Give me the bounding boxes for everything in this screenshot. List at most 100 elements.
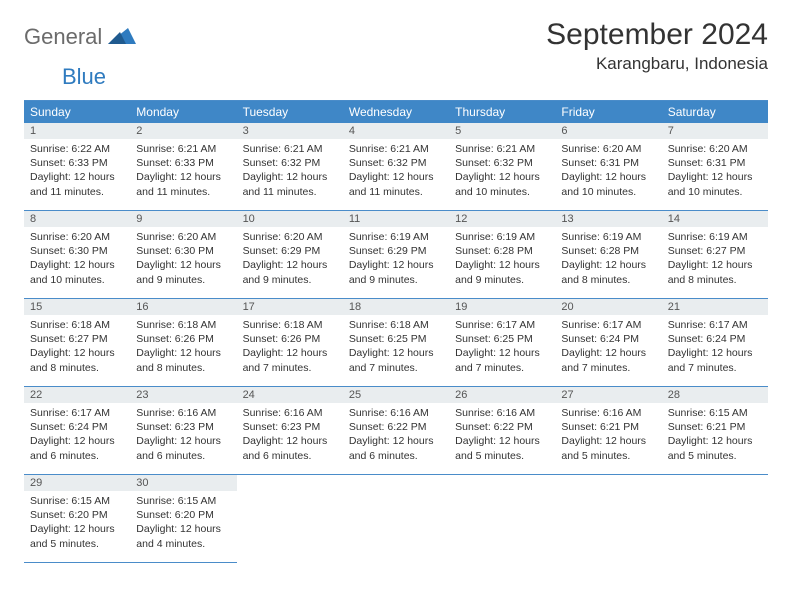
day-number: 12 xyxy=(449,211,555,227)
day-number: 23 xyxy=(130,387,236,403)
day-number: 13 xyxy=(555,211,661,227)
day-cell: 23Sunrise: 6:16 AMSunset: 6:23 PMDayligh… xyxy=(130,387,236,475)
empty-cell xyxy=(343,475,449,563)
day-cell: 24Sunrise: 6:16 AMSunset: 6:23 PMDayligh… xyxy=(237,387,343,475)
day-details: Sunrise: 6:17 AMSunset: 6:24 PMDaylight:… xyxy=(555,315,661,381)
day-number: 26 xyxy=(449,387,555,403)
day-cell: 22Sunrise: 6:17 AMSunset: 6:24 PMDayligh… xyxy=(24,387,130,475)
day-details: Sunrise: 6:18 AMSunset: 6:25 PMDaylight:… xyxy=(343,315,449,381)
day-number: 6 xyxy=(555,123,661,139)
day-cell: 29Sunrise: 6:15 AMSunset: 6:20 PMDayligh… xyxy=(24,475,130,563)
day-details: Sunrise: 6:18 AMSunset: 6:26 PMDaylight:… xyxy=(237,315,343,381)
day-number: 15 xyxy=(24,299,130,315)
day-details: Sunrise: 6:15 AMSunset: 6:20 PMDaylight:… xyxy=(24,491,130,557)
day-details: Sunrise: 6:18 AMSunset: 6:26 PMDaylight:… xyxy=(130,315,236,381)
day-cell: 8Sunrise: 6:20 AMSunset: 6:30 PMDaylight… xyxy=(24,211,130,299)
day-cell: 25Sunrise: 6:16 AMSunset: 6:22 PMDayligh… xyxy=(343,387,449,475)
day-number: 27 xyxy=(555,387,661,403)
weekday-header: Thursday xyxy=(449,101,555,123)
day-number: 20 xyxy=(555,299,661,315)
day-cell: 12Sunrise: 6:19 AMSunset: 6:28 PMDayligh… xyxy=(449,211,555,299)
day-details: Sunrise: 6:16 AMSunset: 6:21 PMDaylight:… xyxy=(555,403,661,469)
day-details: Sunrise: 6:15 AMSunset: 6:20 PMDaylight:… xyxy=(130,491,236,557)
day-cell: 20Sunrise: 6:17 AMSunset: 6:24 PMDayligh… xyxy=(555,299,661,387)
day-cell: 26Sunrise: 6:16 AMSunset: 6:22 PMDayligh… xyxy=(449,387,555,475)
day-details: Sunrise: 6:16 AMSunset: 6:22 PMDaylight:… xyxy=(449,403,555,469)
day-details: Sunrise: 6:19 AMSunset: 6:28 PMDaylight:… xyxy=(449,227,555,293)
month-title: September 2024 xyxy=(546,18,768,52)
day-cell: 15Sunrise: 6:18 AMSunset: 6:27 PMDayligh… xyxy=(24,299,130,387)
day-cell: 30Sunrise: 6:15 AMSunset: 6:20 PMDayligh… xyxy=(130,475,236,563)
day-cell: 4Sunrise: 6:21 AMSunset: 6:32 PMDaylight… xyxy=(343,123,449,211)
day-cell: 6Sunrise: 6:20 AMSunset: 6:31 PMDaylight… xyxy=(555,123,661,211)
day-cell: 19Sunrise: 6:17 AMSunset: 6:25 PMDayligh… xyxy=(449,299,555,387)
day-details: Sunrise: 6:20 AMSunset: 6:30 PMDaylight:… xyxy=(130,227,236,293)
day-details: Sunrise: 6:16 AMSunset: 6:22 PMDaylight:… xyxy=(343,403,449,469)
day-number: 4 xyxy=(343,123,449,139)
logo-text-blue: Blue xyxy=(62,64,106,90)
weekday-header: Wednesday xyxy=(343,101,449,123)
day-number: 25 xyxy=(343,387,449,403)
empty-cell xyxy=(237,475,343,563)
day-cell: 16Sunrise: 6:18 AMSunset: 6:26 PMDayligh… xyxy=(130,299,236,387)
day-details: Sunrise: 6:21 AMSunset: 6:32 PMDaylight:… xyxy=(449,139,555,205)
calendar-grid: SundayMondayTuesdayWednesdayThursdayFrid… xyxy=(24,100,768,563)
day-number: 28 xyxy=(662,387,768,403)
day-details: Sunrise: 6:21 AMSunset: 6:32 PMDaylight:… xyxy=(237,139,343,205)
location-label: Karangbaru, Indonesia xyxy=(546,54,768,74)
day-details: Sunrise: 6:20 AMSunset: 6:30 PMDaylight:… xyxy=(24,227,130,293)
day-cell: 5Sunrise: 6:21 AMSunset: 6:32 PMDaylight… xyxy=(449,123,555,211)
day-number: 29 xyxy=(24,475,130,491)
day-cell: 3Sunrise: 6:21 AMSunset: 6:32 PMDaylight… xyxy=(237,123,343,211)
day-cell: 21Sunrise: 6:17 AMSunset: 6:24 PMDayligh… xyxy=(662,299,768,387)
day-number: 3 xyxy=(237,123,343,139)
weekday-header: Tuesday xyxy=(237,101,343,123)
weekday-header: Sunday xyxy=(24,101,130,123)
day-details: Sunrise: 6:18 AMSunset: 6:27 PMDaylight:… xyxy=(24,315,130,381)
weekday-header: Saturday xyxy=(662,101,768,123)
logo: General xyxy=(24,18,138,50)
day-details: Sunrise: 6:20 AMSunset: 6:31 PMDaylight:… xyxy=(555,139,661,205)
day-details: Sunrise: 6:17 AMSunset: 6:24 PMDaylight:… xyxy=(24,403,130,469)
day-cell: 10Sunrise: 6:20 AMSunset: 6:29 PMDayligh… xyxy=(237,211,343,299)
day-number: 21 xyxy=(662,299,768,315)
day-cell: 27Sunrise: 6:16 AMSunset: 6:21 PMDayligh… xyxy=(555,387,661,475)
day-details: Sunrise: 6:17 AMSunset: 6:25 PMDaylight:… xyxy=(449,315,555,381)
day-details: Sunrise: 6:19 AMSunset: 6:29 PMDaylight:… xyxy=(343,227,449,293)
day-number: 24 xyxy=(237,387,343,403)
weekday-header: Friday xyxy=(555,101,661,123)
day-details: Sunrise: 6:21 AMSunset: 6:32 PMDaylight:… xyxy=(343,139,449,205)
day-details: Sunrise: 6:17 AMSunset: 6:24 PMDaylight:… xyxy=(662,315,768,381)
day-cell: 14Sunrise: 6:19 AMSunset: 6:27 PMDayligh… xyxy=(662,211,768,299)
day-cell: 28Sunrise: 6:15 AMSunset: 6:21 PMDayligh… xyxy=(662,387,768,475)
day-details: Sunrise: 6:19 AMSunset: 6:28 PMDaylight:… xyxy=(555,227,661,293)
day-cell: 13Sunrise: 6:19 AMSunset: 6:28 PMDayligh… xyxy=(555,211,661,299)
day-cell: 18Sunrise: 6:18 AMSunset: 6:25 PMDayligh… xyxy=(343,299,449,387)
day-details: Sunrise: 6:15 AMSunset: 6:21 PMDaylight:… xyxy=(662,403,768,469)
day-number: 10 xyxy=(237,211,343,227)
day-number: 8 xyxy=(24,211,130,227)
day-number: 2 xyxy=(130,123,236,139)
logo-text-general: General xyxy=(24,24,102,50)
day-details: Sunrise: 6:20 AMSunset: 6:31 PMDaylight:… xyxy=(662,139,768,205)
empty-cell xyxy=(662,475,768,563)
empty-cell xyxy=(449,475,555,563)
day-number: 1 xyxy=(24,123,130,139)
weekday-header: Monday xyxy=(130,101,236,123)
day-number: 9 xyxy=(130,211,236,227)
day-cell: 7Sunrise: 6:20 AMSunset: 6:31 PMDaylight… xyxy=(662,123,768,211)
day-number: 5 xyxy=(449,123,555,139)
title-block: September 2024 Karangbaru, Indonesia xyxy=(546,18,768,74)
day-details: Sunrise: 6:22 AMSunset: 6:33 PMDaylight:… xyxy=(24,139,130,205)
day-number: 18 xyxy=(343,299,449,315)
day-details: Sunrise: 6:16 AMSunset: 6:23 PMDaylight:… xyxy=(237,403,343,469)
day-cell: 17Sunrise: 6:18 AMSunset: 6:26 PMDayligh… xyxy=(237,299,343,387)
day-number: 11 xyxy=(343,211,449,227)
day-details: Sunrise: 6:16 AMSunset: 6:23 PMDaylight:… xyxy=(130,403,236,469)
day-details: Sunrise: 6:20 AMSunset: 6:29 PMDaylight:… xyxy=(237,227,343,293)
day-number: 16 xyxy=(130,299,236,315)
day-number: 30 xyxy=(130,475,236,491)
logo-triangle-icon xyxy=(108,26,136,49)
day-cell: 1Sunrise: 6:22 AMSunset: 6:33 PMDaylight… xyxy=(24,123,130,211)
day-cell: 2Sunrise: 6:21 AMSunset: 6:33 PMDaylight… xyxy=(130,123,236,211)
